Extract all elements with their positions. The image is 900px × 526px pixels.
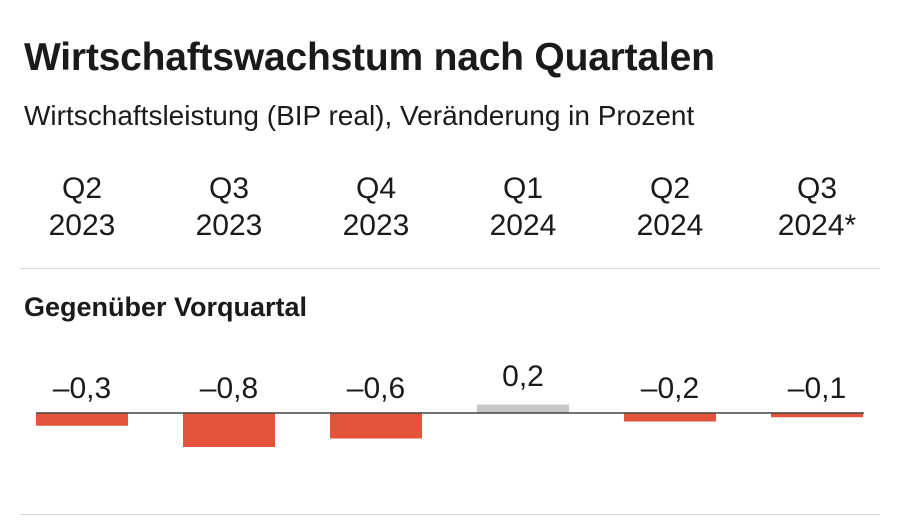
quarter-label: Q2 [649,172,691,205]
section-title: Gegenüber Vorquartal [24,292,308,322]
bar-value-label: –0,6 [347,372,405,405]
bar-chart: –0,3 –0,8 –0,6 0,2 –0,2 –0,1 [36,360,864,447]
bar [771,413,863,418]
quarter-header: Q2 2023 [12,170,152,244]
bar-value-label: –0,2 [641,372,699,405]
quarter-header-row: Q2 2023 Q3 2023 Q4 2023 Q1 2024 Q2 2024 … [0,170,900,250]
year-label: 2023 [342,209,410,242]
quarter-header: Q3 2024* [747,170,887,244]
year-label: 2023 [195,209,263,242]
bar [624,413,716,422]
bar-value-label: –0,8 [200,372,258,405]
year-label: 2023 [48,209,116,242]
quarter-header: Q1 2024 [453,170,593,244]
bar-value-label: –0,1 [788,372,846,405]
bar [330,413,422,439]
quarter-label: Q4 [355,172,397,205]
year-label: 2024 [636,209,704,242]
bar [183,413,275,447]
quarter-label: Q3 [796,172,838,205]
quarter-label: Q1 [502,172,544,205]
quarter-label: Q3 [208,172,250,205]
header-divider [20,268,880,269]
bar-value-label: –0,3 [53,372,111,405]
bar [36,413,128,426]
chart-title: Wirtschaftswachstum nach Quartalen [24,36,715,79]
quarter-header: Q2 2024 [600,170,740,244]
footer-divider [20,514,880,515]
bar [477,404,569,413]
quarter-header: Q3 2023 [159,170,299,244]
year-label: 2024* [777,209,857,242]
bar-value-label: 0,2 [502,360,544,393]
quarter-header: Q4 2023 [306,170,446,244]
chart-subtitle: Wirtschaftsleistung (BIP real), Veränder… [24,100,695,131]
year-label: 2024 [489,209,557,242]
quarter-label: Q2 [61,172,103,205]
